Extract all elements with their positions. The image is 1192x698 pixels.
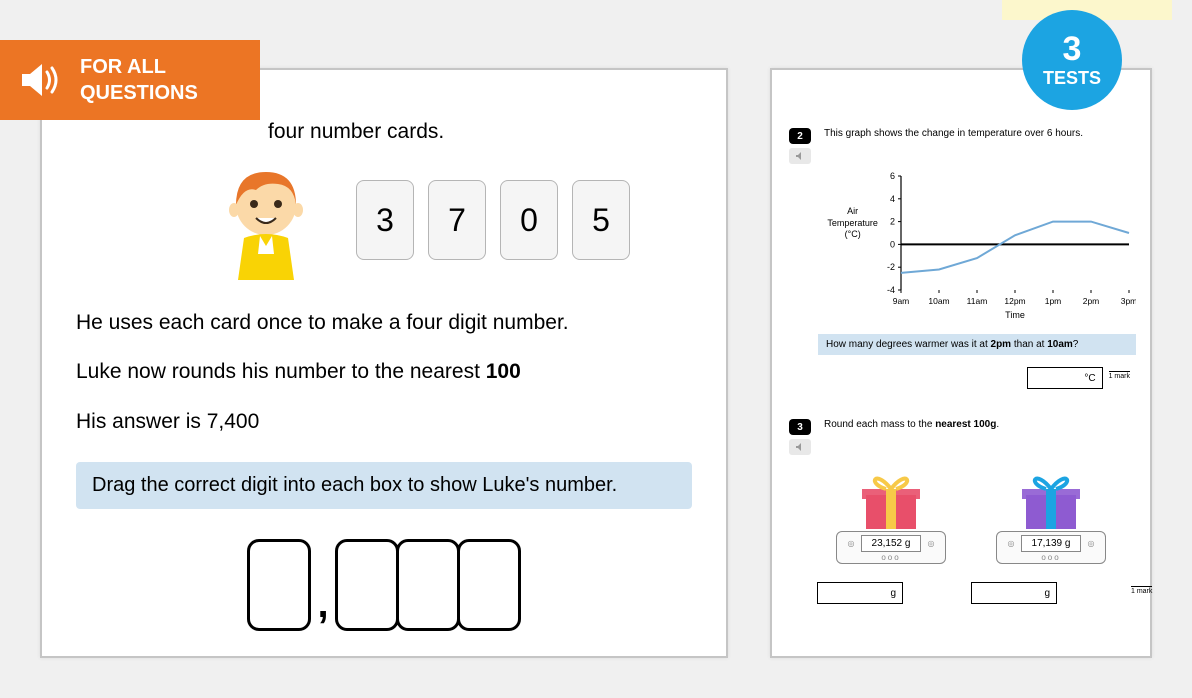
gifts-row: ◎ 23,152 g ◎ ooo ◎ 17,139	[806, 469, 1136, 564]
card-4[interactable]: 5	[572, 180, 630, 260]
q3a: Round each mass to the	[824, 419, 935, 430]
ylab1: Air	[826, 206, 879, 218]
intro-text: four number cards.	[268, 120, 692, 144]
comma: ,	[317, 582, 328, 627]
svg-text:9am: 9am	[893, 296, 910, 306]
u2: g	[1044, 588, 1050, 599]
q2-number: 2	[789, 128, 811, 144]
question-3: 3 Round each mass to the nearest 100g.	[786, 419, 1136, 604]
u1: g	[890, 588, 896, 599]
drop-ones[interactable]	[457, 539, 521, 631]
svg-text:3pm: 3pm	[1121, 296, 1136, 306]
instruction-bar: Drag the correct digit into each box to …	[76, 462, 692, 509]
q2-chart-svg: 6 4 2 0 -2 -49am 10am 11am 12pm 1pm 2pm 3pm Time	[879, 170, 1136, 320]
svg-text:4: 4	[890, 194, 895, 204]
para-2: Luke now rounds his number to the neares…	[76, 357, 692, 386]
banner-text: FOR ALL QUESTIONS	[80, 54, 198, 106]
scale-2: ◎ 17,139 g ◎ ooo	[996, 531, 1106, 564]
speaker-icon	[20, 60, 64, 100]
scale-1-reading: 23,152 g	[861, 535, 922, 552]
svg-text:0: 0	[890, 239, 895, 249]
gift1-icon	[856, 469, 926, 531]
scale-1: ◎ 23,152 g ◎ ooo	[836, 531, 946, 564]
q3-answer-1[interactable]: g	[817, 582, 903, 604]
s1r: ◎	[927, 539, 934, 548]
badge-label: TESTS	[1043, 68, 1101, 89]
card-3[interactable]: 0	[500, 180, 558, 260]
sq-a: How many degrees warmer was it at	[826, 339, 991, 350]
s2r: ◎	[1087, 539, 1094, 548]
sq-b: 2pm	[991, 339, 1012, 350]
para-1: He uses each card once to make a four di…	[76, 308, 692, 337]
q3-mark: 1 mark	[1131, 586, 1152, 595]
svg-text:12pm: 12pm	[1005, 296, 1026, 306]
drop-thousands[interactable]	[247, 539, 311, 631]
boy-avatar	[216, 160, 316, 280]
ylab2: Temperature	[826, 218, 879, 230]
ylab3: (°C)	[826, 229, 879, 241]
banner-line2: QUESTIONS	[80, 80, 198, 106]
q2-audio-button[interactable]	[789, 148, 811, 164]
q2-answer-box[interactable]: °C	[1027, 367, 1103, 389]
s2l: ◎	[1008, 539, 1015, 548]
audio-banner[interactable]: FOR ALL QUESTIONS	[0, 40, 260, 120]
q3b: nearest 100g	[935, 419, 996, 430]
card-2[interactable]: 7	[428, 180, 486, 260]
q2-mark: 1 mark	[1109, 371, 1130, 380]
s1d: ooo	[881, 553, 900, 562]
drop-hundreds[interactable]	[335, 539, 399, 631]
s1l: ◎	[848, 539, 855, 548]
question-panel-main: four number cards. 3 7 0 5 He uses each …	[40, 68, 728, 658]
svg-text:1pm: 1pm	[1045, 296, 1062, 306]
q3-answer-2[interactable]: g	[971, 582, 1057, 604]
sq-e: ?	[1073, 339, 1079, 350]
number-cards: 3 7 0 5	[356, 180, 630, 260]
q2-unit: °C	[1084, 373, 1095, 384]
scale-2-reading: 17,139 g	[1021, 535, 1082, 552]
para-3: His answer is 7,400	[76, 407, 692, 436]
svg-text:-2: -2	[887, 262, 895, 272]
answer-drop-row: ,	[76, 539, 692, 631]
svg-text:2: 2	[890, 217, 895, 227]
question-2: 2 This graph shows the change in tempera…	[786, 128, 1136, 389]
svg-text:11am: 11am	[967, 296, 988, 306]
svg-text:Time: Time	[1005, 310, 1025, 320]
sq-d: 10am	[1047, 339, 1073, 350]
q3-text: Round each mass to the nearest 100g.	[824, 419, 999, 430]
gift-2: ◎ 17,139 g ◎ ooo	[996, 469, 1106, 564]
para-2-pre: Luke now rounds his number to the neares…	[76, 360, 486, 383]
sq-c: than at	[1011, 339, 1047, 350]
q2-text: This graph shows the change in temperatu…	[824, 128, 1083, 139]
gift2-icon	[1016, 469, 1086, 531]
svg-text:10am: 10am	[929, 296, 950, 306]
q2-chart: Air Temperature (°C) 6 4 2 0 -2 -49am 10am 11am…	[826, 170, 1136, 320]
s2d: ooo	[1041, 553, 1060, 562]
svg-text:-4: -4	[887, 285, 895, 295]
q3-number: 3	[789, 419, 811, 435]
card-1[interactable]: 3	[356, 180, 414, 260]
q2-sub-question: How many degrees warmer was it at 2pm th…	[818, 334, 1136, 355]
gift-1: ◎ 23,152 g ◎ ooo	[836, 469, 946, 564]
q3c: .	[996, 419, 999, 430]
drop-tens[interactable]	[396, 539, 460, 631]
badge-number: 3	[1063, 32, 1082, 66]
tests-badge: 3 TESTS	[1022, 10, 1122, 110]
svg-text:2pm: 2pm	[1083, 296, 1100, 306]
svg-text:6: 6	[890, 171, 895, 181]
q3-audio-button[interactable]	[789, 439, 811, 455]
para-2-bold: 100	[486, 360, 521, 383]
banner-line1: FOR ALL	[80, 54, 198, 80]
question-panel-preview: 2 This graph shows the change in tempera…	[770, 68, 1152, 658]
q2-y-label: Air Temperature (°C)	[826, 170, 879, 320]
